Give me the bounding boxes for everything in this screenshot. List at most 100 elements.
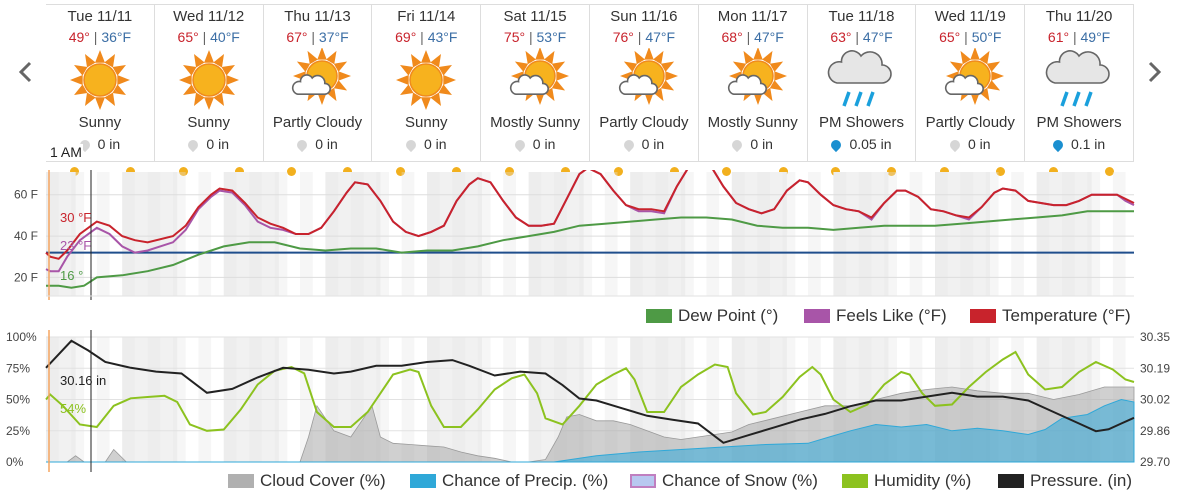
humidity-pressure-chart[interactable]: 100% 75% 50% 25% 0% 30.35 30.19 30.02 29.86 29.70… bbox=[0, 330, 1180, 472]
legend-swatch bbox=[630, 474, 656, 488]
raindrop-icon bbox=[621, 137, 636, 153]
high-low-temps: 65° | 40°F bbox=[177, 29, 240, 45]
day-card[interactable]: Mon 11/17 68° | 47°F Mostly Sunny 0 in bbox=[698, 4, 808, 176]
low-temp: 40°F bbox=[210, 29, 240, 45]
cursor-temp-value: 30 °F bbox=[60, 210, 91, 225]
legend-item[interactable]: Pressure. (in) bbox=[998, 471, 1132, 491]
precip-amount: 0 in bbox=[155, 136, 263, 154]
day-card[interactable]: Thu 11/20 61° | 49°F PM Showers 0.1 in bbox=[1025, 4, 1134, 176]
legend-swatch bbox=[228, 474, 254, 488]
legend-item[interactable]: Chance of Precip. (%) bbox=[410, 471, 608, 491]
high-temp: 69° bbox=[395, 29, 417, 45]
high-temp: 65° bbox=[177, 29, 199, 45]
cloud-icon bbox=[618, 74, 658, 95]
partly-cloudy-icon bbox=[618, 47, 678, 105]
day-card[interactable]: Sat 11/15 75° | 53°F Mostly Sunny 0 in bbox=[481, 4, 590, 176]
sunset-icon bbox=[1104, 167, 1114, 176]
pressure-tick-label: 30.02 bbox=[1140, 393, 1170, 407]
high-low-temps: 65° | 50°F bbox=[939, 29, 1002, 45]
low-temp: 50°F bbox=[971, 29, 1002, 45]
y-tick-label: 20 F bbox=[14, 270, 38, 284]
sunset-icon bbox=[996, 167, 1006, 176]
day-name: Tue 11/18 bbox=[828, 8, 895, 25]
high-low-temps: 75° | 53°F bbox=[503, 29, 567, 45]
sun-icon bbox=[69, 50, 130, 110]
sunny-icon bbox=[396, 50, 457, 110]
day-name: Wed 11/19 bbox=[934, 8, 1006, 25]
high-low-temps: 68° | 47°F bbox=[721, 29, 784, 45]
day-name: Tue 11/11 bbox=[67, 8, 133, 25]
next-days-button[interactable] bbox=[1144, 60, 1164, 84]
showers-icon bbox=[1045, 50, 1110, 107]
weather-icon bbox=[590, 47, 698, 112]
y-tick-label: 40 F bbox=[14, 229, 38, 243]
precip-amount: 0 in bbox=[590, 136, 698, 154]
legend-swatch bbox=[804, 309, 830, 323]
day-card[interactable]: Wed 11/12 65° | 40°F Sunny 0 in bbox=[154, 4, 264, 176]
high-temp: 76° bbox=[612, 29, 634, 45]
day-card[interactable]: Thu 11/13 67° | 37°F Partly Cloudy 0 in bbox=[263, 4, 373, 176]
legend-item[interactable]: Temperature (°F) bbox=[970, 306, 1131, 326]
condition-text: Sunny bbox=[405, 114, 448, 131]
day-card[interactable]: Fri 11/14 69° | 43°F Sunny 0 in bbox=[372, 4, 482, 176]
cloud-icon bbox=[828, 50, 893, 84]
raindrop-icon bbox=[947, 137, 963, 153]
sunset-icon bbox=[887, 167, 897, 176]
cloud-icon bbox=[945, 74, 985, 95]
cloud-icon bbox=[1045, 50, 1110, 84]
day-card[interactable]: Tue 11/11 49° | 36°F Sunny 0 in bbox=[46, 4, 155, 176]
legend-item[interactable]: Humidity (%) bbox=[842, 471, 971, 491]
legend-item[interactable]: Cloud Cover (%) bbox=[228, 471, 386, 491]
night-band bbox=[731, 172, 787, 296]
legend-label: Humidity (%) bbox=[874, 471, 972, 490]
sunrise-icon bbox=[940, 167, 950, 176]
sun-icon bbox=[178, 50, 239, 110]
sunset-icon bbox=[560, 167, 570, 176]
chevron-right-icon bbox=[1148, 61, 1162, 83]
night-band bbox=[935, 172, 991, 296]
previous-days-button[interactable] bbox=[16, 60, 36, 84]
high-temp: 67° bbox=[286, 29, 308, 45]
legend-label: Chance of Precip. (%) bbox=[442, 471, 609, 490]
legend-swatch bbox=[646, 309, 672, 323]
legend-item[interactable]: Chance of Snow (%) bbox=[630, 471, 818, 491]
weather-icon bbox=[699, 47, 807, 112]
raindrop-icon bbox=[186, 137, 201, 153]
high-low-temps: 49° | 36°F bbox=[68, 29, 132, 45]
condition-text: Mostly Sunny bbox=[707, 114, 798, 131]
partly-cloudy-icon bbox=[727, 47, 787, 105]
precip-amount: 0 in bbox=[481, 136, 589, 154]
legend-item[interactable]: Dew Point (°) bbox=[646, 306, 778, 326]
sunrise-icon bbox=[178, 167, 188, 176]
cursor-feels-value: 23 °F bbox=[60, 238, 91, 253]
precip-value: 0.1 in bbox=[1070, 136, 1106, 152]
night-band bbox=[325, 172, 381, 296]
weather-icon bbox=[916, 47, 1024, 112]
low-temp: 49°F bbox=[1080, 29, 1111, 45]
high-temp: 63° bbox=[830, 29, 852, 45]
high-low-temps: 69° | 43°F bbox=[395, 29, 458, 45]
humidity-line bbox=[45, 350, 1135, 432]
condition-text: Partly Cloudy bbox=[599, 114, 689, 131]
cursor-time-label: 1 AM bbox=[49, 144, 83, 160]
cloud-icon bbox=[510, 74, 549, 95]
sunrise-icon bbox=[396, 167, 406, 176]
raindrop-icon bbox=[403, 137, 419, 153]
day-card[interactable]: Sun 11/16 76° | 47°F Partly Cloudy 0 in bbox=[589, 4, 699, 176]
sunset-icon bbox=[125, 167, 135, 176]
pressure-tick-label: 30.35 bbox=[1140, 330, 1170, 344]
sunset-icon bbox=[669, 167, 679, 176]
temperature-chart[interactable]: 60 F 40 F 20 F 30 °F 23 °F 16 ° bbox=[0, 170, 1180, 300]
legend-swatch bbox=[998, 474, 1024, 488]
precip-value: 0 in bbox=[315, 136, 338, 152]
night-band bbox=[833, 172, 889, 296]
precip-value: 0 in bbox=[750, 136, 773, 152]
low-temp: 47°F bbox=[645, 29, 676, 45]
daily-forecast-strip: Tue 11/11 49° | 36°F Sunny 0 in Wed 11/12 65°… bbox=[46, 4, 1134, 176]
condition-text: Mostly Sunny bbox=[490, 114, 581, 131]
chevron-left-icon bbox=[18, 61, 32, 83]
day-card[interactable]: Tue 11/18 63° | 47°F PM Showers 0.05 in bbox=[807, 4, 917, 176]
temperature-line bbox=[45, 170, 1135, 260]
day-card[interactable]: Wed 11/19 65° | 50°F Partly Cloudy 0 in bbox=[916, 4, 1026, 176]
legend-item[interactable]: Feels Like (°F) bbox=[804, 306, 947, 326]
